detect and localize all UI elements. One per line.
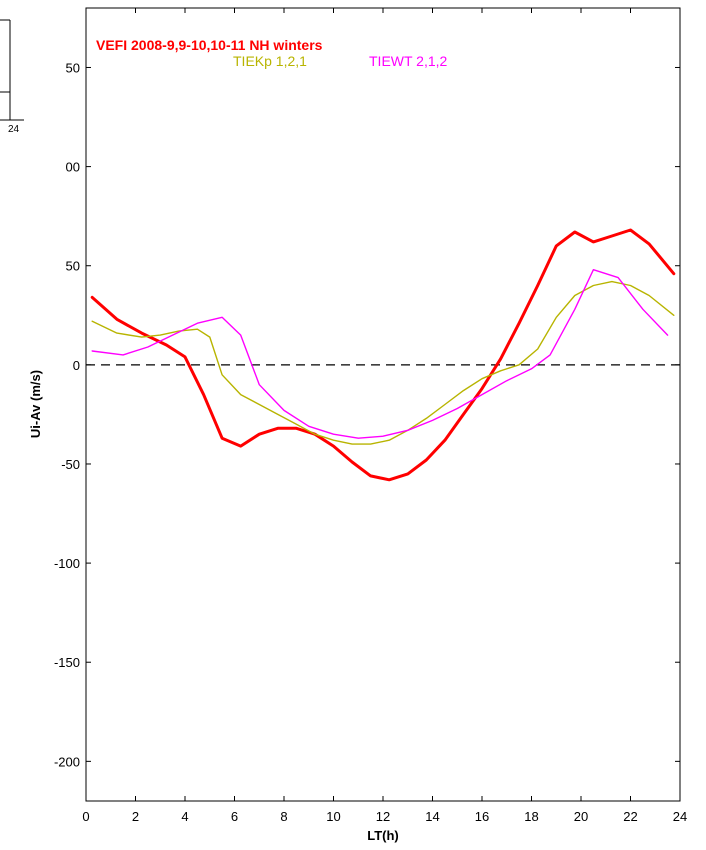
neighbor-panel-fragment: 24 [0, 19, 24, 135]
x-tick-label: 24 [673, 809, 687, 824]
tiekp-series-line [91, 280, 675, 445]
y-tick-label: 50 [66, 259, 80, 274]
y-tick-label: -100 [54, 556, 80, 571]
x-tick-label: 14 [425, 809, 439, 824]
y-tick-label: 50 [66, 60, 80, 75]
x-axis-ticks: 0 2 4 6 8 10 12 14 16 18 20 22 24 [82, 8, 687, 824]
x-tick-label: 22 [623, 809, 637, 824]
x-tick-label: 4 [181, 809, 188, 824]
y-axis-title: Ui-Av (m/s) [28, 370, 43, 438]
y-tick-label: 0 [73, 358, 80, 373]
y-axis-ticks: -200 -150 -100 -50 0 50 00 50 [54, 60, 680, 769]
y-tick-label: -200 [54, 754, 80, 769]
series-layer [90, 228, 676, 482]
svg-text:24: 24 [8, 124, 20, 135]
legend-vefi: VEFI 2008-9,9-10,10-11 NH winters [96, 37, 323, 53]
x-tick-label: 12 [376, 809, 390, 824]
vefi-series-line [90, 228, 676, 482]
x-tick-label: 0 [82, 809, 89, 824]
x-tick-label: 6 [231, 809, 238, 824]
x-tick-label: 10 [326, 809, 340, 824]
legend-tiewt: TIEWT 2,1,2 [369, 53, 448, 69]
y-tick-label: -50 [61, 457, 80, 472]
y-tick-label: 00 [66, 160, 80, 175]
x-tick-label: 20 [574, 809, 588, 824]
legend-tiekp: TIEKp 1,2,1 [233, 53, 307, 69]
x-tick-label: 8 [280, 809, 287, 824]
plot-frame [85, 7, 681, 802]
x-axis-title: LT(h) [367, 828, 399, 843]
x-tick-label: 18 [524, 809, 538, 824]
x-tick-label: 16 [475, 809, 489, 824]
y-tick-label: -150 [54, 655, 80, 670]
tiewt-series-line [91, 269, 669, 439]
x-tick-label: 2 [132, 809, 139, 824]
